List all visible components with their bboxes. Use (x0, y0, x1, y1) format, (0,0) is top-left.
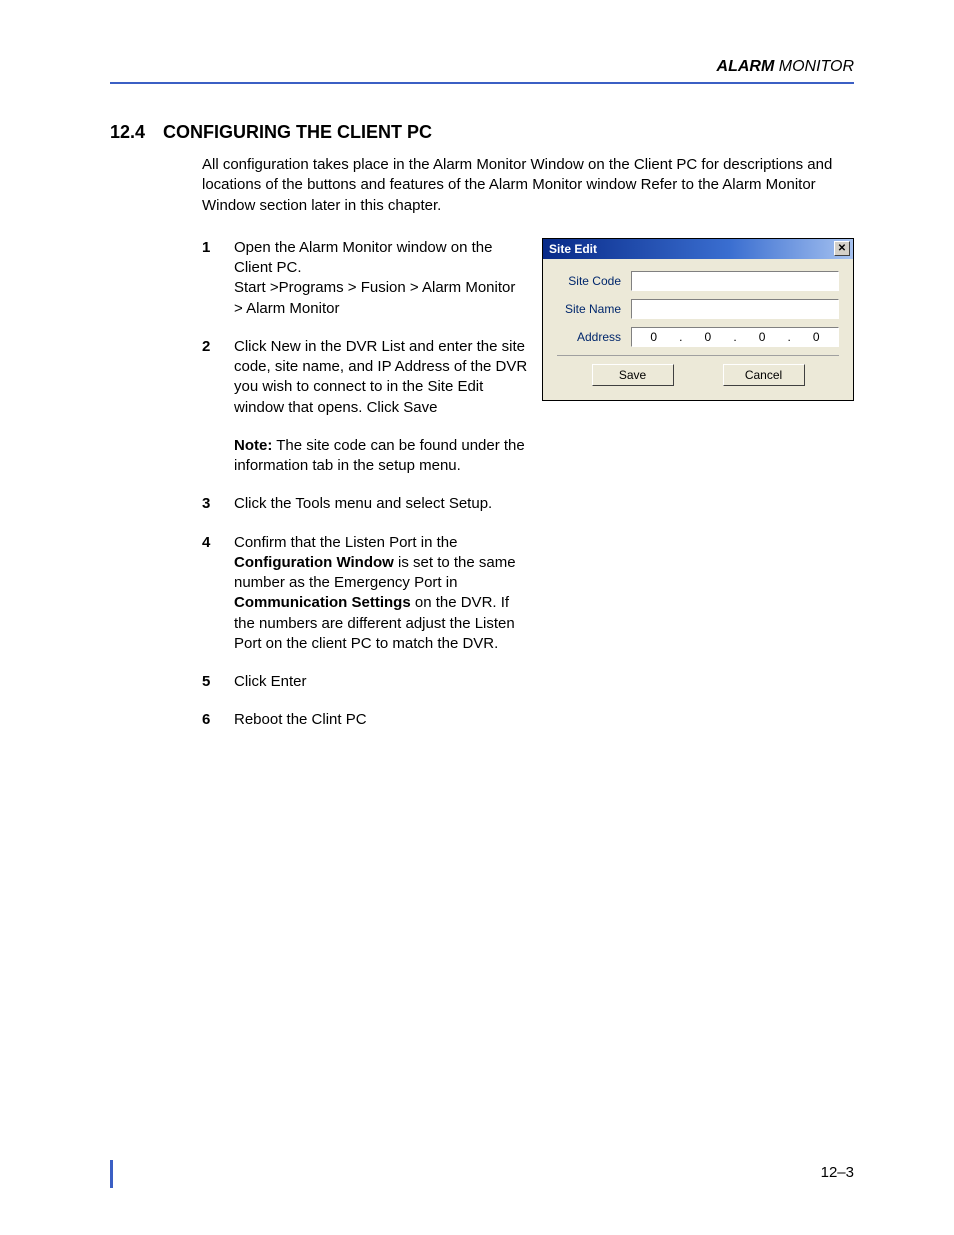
close-icon[interactable]: ✕ (834, 241, 850, 256)
step-body: Click Enter (234, 672, 528, 692)
dialog-button-row: Save Cancel (557, 355, 839, 390)
section-number: 12.4 (110, 122, 145, 142)
site-name-input[interactable] (631, 299, 839, 319)
site-edit-dialog: Site Edit ✕ Site Code Site Name Address … (542, 238, 854, 401)
label-site-code: Site Code (557, 274, 631, 288)
dialog-body: Site Code Site Name Address 0 . 0 . 0 . (543, 259, 853, 400)
step-4: 4 Confirm that the Listen Port in the Co… (110, 533, 528, 655)
ip-octet-3[interactable]: 0 (752, 330, 772, 344)
save-button[interactable]: Save (592, 364, 674, 386)
ip-octet-1[interactable]: 0 (644, 330, 664, 344)
step-body: Confirm that the Listen Port in the Conf… (234, 533, 528, 655)
dialog-title: Site Edit (549, 242, 597, 256)
step-body: Click New in the DVR List and enter the … (234, 337, 528, 418)
step-number: 5 (202, 672, 234, 692)
note-text: The site code can be found under the inf… (234, 437, 525, 474)
header-rest: MONITOR (774, 58, 854, 75)
ip-octet-4[interactable]: 0 (806, 330, 826, 344)
page-footer: 12–3 (110, 1164, 854, 1181)
steps-column: 1 Open the Alarm Monitor window on the C… (110, 238, 528, 749)
step-body: Reboot the Clint PC (234, 710, 528, 730)
step-body: Click the Tools menu and select Setup. (234, 494, 528, 514)
step-6: 6 Reboot the Clint PC (110, 710, 528, 730)
step-number: 4 (202, 533, 234, 655)
page-header: ALARM MONITOR (110, 58, 854, 76)
ip-dot: . (679, 330, 682, 344)
ip-dot: . (733, 330, 736, 344)
section-title: CONFIGURING THE CLIENT PC (163, 122, 432, 142)
cancel-button[interactable]: Cancel (723, 364, 805, 386)
step-number: 2 (202, 337, 234, 418)
row-site-name: Site Name (557, 299, 839, 319)
ip-address-field[interactable]: 0 . 0 . 0 . 0 (631, 327, 839, 347)
dialog-titlebar: Site Edit ✕ (543, 239, 853, 259)
step-number: 6 (202, 710, 234, 730)
label-address: Address (557, 330, 631, 344)
ip-octet-2[interactable]: 0 (698, 330, 718, 344)
step-note: Note: The site code can be found under t… (234, 436, 528, 477)
row-address: Address 0 . 0 . 0 . 0 (557, 327, 839, 347)
row-site-code: Site Code (557, 271, 839, 291)
note-label: Note: (234, 437, 272, 454)
step-number: 3 (202, 494, 234, 514)
ip-dot: . (788, 330, 791, 344)
step-2: 2 Click New in the DVR List and enter th… (110, 337, 528, 418)
header-bold: ALARM (717, 58, 775, 75)
footer-rule (110, 1160, 113, 1188)
step-5: 5 Click Enter (110, 672, 528, 692)
step-1: 1 Open the Alarm Monitor window on the C… (110, 238, 528, 319)
header-rule (110, 82, 854, 84)
step-number: 1 (202, 238, 234, 319)
site-code-input[interactable] (631, 271, 839, 291)
step-3: 3 Click the Tools menu and select Setup. (110, 494, 528, 514)
label-site-name: Site Name (557, 302, 631, 316)
section-intro: All configuration takes place in the Ala… (202, 155, 854, 216)
page-number: 12–3 (110, 1164, 854, 1181)
section-heading: 12.4 CONFIGURING THE CLIENT PC (110, 122, 854, 143)
step-body: Open the Alarm Monitor window on the Cli… (234, 238, 528, 319)
